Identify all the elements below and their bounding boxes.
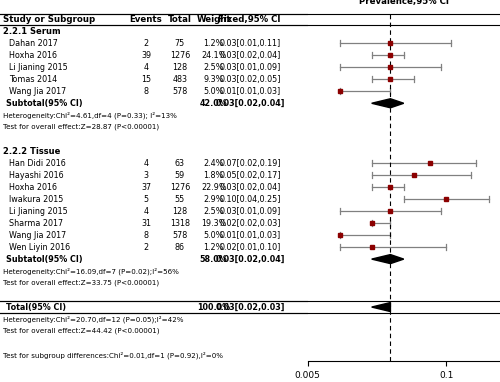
Text: 22.9%: 22.9% — [201, 183, 226, 192]
Text: Hoxha 2016: Hoxha 2016 — [9, 183, 57, 192]
Text: Total(95% CI): Total(95% CI) — [6, 303, 66, 312]
Text: 128: 128 — [172, 207, 188, 216]
Text: 1.8%: 1.8% — [204, 171, 224, 180]
Text: 9.3%: 9.3% — [204, 75, 224, 84]
Text: 0.03[0.01,0.11]: 0.03[0.01,0.11] — [220, 39, 281, 48]
Text: Heterogeneity:Chi²=4.61,df=4 (P=0.33); I²=13%: Heterogeneity:Chi²=4.61,df=4 (P=0.33); I… — [3, 112, 177, 119]
Text: Li Jianing 2015: Li Jianing 2015 — [9, 207, 68, 216]
Text: 2.4%: 2.4% — [204, 159, 224, 168]
Text: 39: 39 — [141, 51, 151, 60]
Text: Tomas 2014: Tomas 2014 — [9, 75, 58, 84]
Text: Li Jianing 2015: Li Jianing 2015 — [9, 63, 68, 72]
Text: 0.07[0.02,0.19]: 0.07[0.02,0.19] — [220, 159, 282, 168]
Text: 1276: 1276 — [170, 183, 190, 192]
Text: Fixed,95% CI: Fixed,95% CI — [218, 15, 280, 24]
Text: Subtotal(95% CI): Subtotal(95% CI) — [6, 99, 83, 108]
Text: 1.2%: 1.2% — [204, 39, 224, 48]
Text: 0.01[0.01,0.03]: 0.01[0.01,0.03] — [220, 87, 281, 96]
Text: 0.03[0.02,0.04]: 0.03[0.02,0.04] — [216, 99, 286, 108]
Text: 0.10[0.04,0.25]: 0.10[0.04,0.25] — [220, 195, 282, 204]
Text: 4: 4 — [144, 207, 148, 216]
Text: 8: 8 — [144, 87, 148, 96]
Text: Study or Subgroup: Study or Subgroup — [3, 15, 96, 24]
Text: Prevalence,95% CI: Prevalence,95% CI — [359, 0, 449, 6]
Text: Dahan 2017: Dahan 2017 — [9, 39, 58, 48]
Text: 5: 5 — [144, 195, 148, 204]
Text: Test for overall effect:Z=44.42 (P<0.00001): Test for overall effect:Z=44.42 (P<0.000… — [3, 328, 160, 334]
Text: 59: 59 — [175, 171, 185, 180]
Text: 0.01[0.01,0.03]: 0.01[0.01,0.03] — [220, 231, 281, 240]
Text: 100.0%: 100.0% — [197, 303, 230, 312]
Text: Total: Total — [168, 15, 192, 24]
Text: 128: 128 — [172, 63, 188, 72]
Text: Events: Events — [130, 15, 162, 24]
Text: Hayashi 2016: Hayashi 2016 — [9, 171, 64, 180]
Text: 42.0%: 42.0% — [200, 99, 228, 108]
Text: 1318: 1318 — [170, 219, 190, 228]
Text: 55: 55 — [175, 195, 185, 204]
Text: 2.2.1 Serum: 2.2.1 Serum — [3, 27, 60, 36]
Text: 2.5%: 2.5% — [204, 63, 224, 72]
Text: 2.9%: 2.9% — [204, 195, 224, 204]
Text: Weight: Weight — [196, 15, 231, 24]
Text: 5.0%: 5.0% — [204, 87, 224, 96]
Text: 15: 15 — [141, 75, 151, 84]
Text: 0.02[0.01,0.10]: 0.02[0.01,0.10] — [220, 243, 282, 252]
Text: 2: 2 — [144, 39, 148, 48]
Text: Wang Jia 2017: Wang Jia 2017 — [9, 87, 66, 96]
Text: 0.03[0.01,0.09]: 0.03[0.01,0.09] — [220, 207, 282, 216]
Text: 2.2.2 Tissue: 2.2.2 Tissue — [3, 147, 60, 156]
Text: Wen Liyin 2016: Wen Liyin 2016 — [9, 243, 70, 252]
Text: Hoxha 2016: Hoxha 2016 — [9, 51, 57, 60]
Text: 63: 63 — [175, 159, 185, 168]
Text: 8: 8 — [144, 231, 148, 240]
Text: 2: 2 — [144, 243, 148, 252]
Text: 0.05[0.02,0.17]: 0.05[0.02,0.17] — [220, 171, 282, 180]
Polygon shape — [372, 254, 404, 264]
Text: 4: 4 — [144, 159, 148, 168]
Text: 0.03[0.02,0.04]: 0.03[0.02,0.04] — [216, 254, 286, 264]
Text: 24.1%: 24.1% — [201, 51, 226, 60]
Text: Test for overall effect:Z=28.87 (P<0.00001): Test for overall effect:Z=28.87 (P<0.000… — [3, 124, 159, 131]
Text: 3: 3 — [144, 171, 148, 180]
Text: 31: 31 — [141, 219, 151, 228]
Text: 0.03[0.02,0.05]: 0.03[0.02,0.05] — [220, 75, 282, 84]
Text: Wang Jia 2017: Wang Jia 2017 — [9, 231, 66, 240]
Polygon shape — [372, 99, 404, 108]
Text: Han Didi 2016: Han Didi 2016 — [9, 159, 66, 168]
Text: 0.03[0.02,0.04]: 0.03[0.02,0.04] — [220, 183, 282, 192]
Text: 0.03[0.01,0.09]: 0.03[0.01,0.09] — [220, 63, 282, 72]
Text: Test for overall effect:Z=33.75 (P<0.00001): Test for overall effect:Z=33.75 (P<0.000… — [3, 280, 159, 286]
Text: 5.0%: 5.0% — [204, 231, 224, 240]
Text: 0.02[0.02,0.03]: 0.02[0.02,0.03] — [220, 219, 282, 228]
Text: 4: 4 — [144, 63, 148, 72]
Text: 0.03[0.02,0.03]: 0.03[0.02,0.03] — [216, 303, 286, 312]
Text: 75: 75 — [175, 39, 185, 48]
Text: 0.03[0.02,0.04]: 0.03[0.02,0.04] — [220, 51, 282, 60]
Text: 19.3%: 19.3% — [201, 219, 226, 228]
Text: Test for subgroup differences:Chi²=0.01,df=1 (P=0.92),I²=0%: Test for subgroup differences:Chi²=0.01,… — [3, 351, 223, 359]
Text: 2.5%: 2.5% — [204, 207, 224, 216]
Text: 483: 483 — [172, 75, 188, 84]
Text: 37: 37 — [141, 183, 151, 192]
Text: Subtatol(95% CI): Subtatol(95% CI) — [6, 254, 83, 264]
Text: 1276: 1276 — [170, 51, 190, 60]
Polygon shape — [372, 303, 390, 312]
Text: 578: 578 — [172, 87, 188, 96]
Text: 578: 578 — [172, 231, 188, 240]
Text: Iwakura 2015: Iwakura 2015 — [9, 195, 64, 204]
Text: 1.2%: 1.2% — [204, 243, 224, 252]
Text: 86: 86 — [175, 243, 185, 252]
Text: Heterogeneity:Chi²=16.09,df=7 (P=0.02);I²=56%: Heterogeneity:Chi²=16.09,df=7 (P=0.02);I… — [3, 267, 179, 275]
Text: 58.0%: 58.0% — [200, 254, 228, 264]
Text: Sharma 2017: Sharma 2017 — [9, 219, 64, 228]
Text: Heterogeneity:Chi²=20.70,df=12 (P=0.05);I²=42%: Heterogeneity:Chi²=20.70,df=12 (P=0.05);… — [3, 315, 184, 323]
